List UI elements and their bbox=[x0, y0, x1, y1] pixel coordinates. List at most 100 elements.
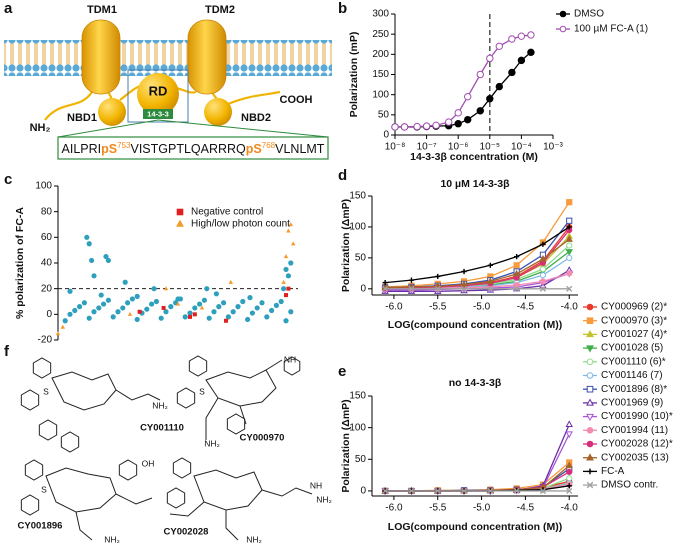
marker bbox=[81, 300, 87, 306]
ring bbox=[176, 387, 196, 409]
marker bbox=[464, 115, 472, 124]
legend-label: DMSO bbox=[574, 9, 604, 20]
marker bbox=[110, 314, 116, 320]
legend-marker bbox=[586, 427, 594, 434]
chart-title: no 14-3-3β bbox=[449, 377, 502, 389]
marker bbox=[144, 306, 150, 312]
marker bbox=[487, 487, 494, 495]
series-line bbox=[385, 424, 570, 492]
ring bbox=[118, 459, 138, 481]
marker bbox=[286, 228, 291, 233]
x-tick-label: 10⁻⁸ bbox=[385, 142, 406, 153]
nbd2-domain bbox=[204, 98, 232, 126]
bond bbox=[169, 501, 205, 517]
marker bbox=[408, 487, 415, 495]
y-tick-label: 150 bbox=[349, 391, 366, 402]
legend-marker bbox=[586, 303, 594, 311]
marker bbox=[224, 318, 228, 323]
marker bbox=[382, 285, 389, 292]
bond bbox=[265, 359, 283, 371]
marker bbox=[175, 296, 181, 302]
sequence-part: VLNLMT bbox=[275, 142, 325, 156]
marker bbox=[211, 309, 217, 315]
marker bbox=[565, 420, 573, 428]
bond bbox=[239, 405, 247, 425]
legend-marker bbox=[176, 219, 184, 227]
marker bbox=[206, 315, 212, 321]
atom-label: S bbox=[199, 386, 205, 396]
legend-label: Negative control bbox=[191, 207, 263, 218]
marker bbox=[175, 301, 181, 306]
legend-label: CY001028 (5) bbox=[601, 343, 663, 354]
marker bbox=[201, 297, 207, 303]
marker bbox=[225, 314, 231, 320]
marker bbox=[461, 268, 467, 275]
marker bbox=[566, 254, 573, 261]
marker bbox=[413, 122, 421, 131]
legend-marker bbox=[586, 330, 594, 338]
marker bbox=[460, 280, 468, 288]
sequence-box bbox=[57, 136, 329, 160]
marker bbox=[84, 234, 90, 240]
marker bbox=[187, 310, 193, 316]
panel-label: b bbox=[338, 0, 347, 17]
x-tick-label: -4.5 bbox=[517, 503, 535, 514]
atom-label: NH₂ bbox=[316, 494, 332, 504]
bond bbox=[225, 510, 239, 541]
y-tick-label: 100 bbox=[35, 181, 52, 192]
marker bbox=[197, 301, 203, 307]
ring bbox=[20, 494, 40, 516]
marker bbox=[408, 277, 415, 283]
y-tick-label: -20 bbox=[38, 335, 53, 346]
marker bbox=[432, 121, 440, 130]
marker bbox=[103, 253, 109, 260]
legend-label: CY001990 (10)* bbox=[601, 411, 673, 422]
marker bbox=[129, 296, 135, 302]
y-tick-label: 100 bbox=[372, 89, 389, 100]
marker bbox=[539, 254, 547, 262]
marker bbox=[566, 270, 573, 277]
legend-marker bbox=[586, 481, 594, 489]
x-tick-label: 10⁻⁷ bbox=[417, 142, 437, 153]
marker bbox=[188, 314, 192, 319]
marker bbox=[163, 286, 169, 291]
legend-marker bbox=[586, 385, 594, 393]
marker bbox=[67, 288, 73, 294]
y-tick-label: 50 bbox=[355, 454, 367, 465]
marker bbox=[476, 107, 484, 115]
marker bbox=[91, 273, 97, 279]
rd-box bbox=[127, 69, 189, 123]
legend-marker bbox=[586, 453, 594, 461]
marker bbox=[122, 279, 128, 285]
marker bbox=[513, 487, 520, 495]
marker bbox=[62, 318, 68, 324]
marker bbox=[476, 70, 484, 79]
marker bbox=[539, 272, 547, 279]
marker bbox=[228, 279, 233, 284]
panel-label: e bbox=[338, 363, 346, 380]
marker bbox=[77, 304, 83, 310]
y-tick-label: 250 bbox=[372, 29, 389, 40]
marker bbox=[464, 92, 472, 101]
bond bbox=[115, 493, 153, 505]
marker bbox=[96, 305, 102, 311]
chart-title: 10 µM 14-3-3β bbox=[440, 178, 510, 190]
marker bbox=[513, 285, 520, 292]
zoom-lines bbox=[57, 119, 329, 138]
marker bbox=[460, 487, 468, 495]
marker bbox=[566, 242, 573, 249]
marker bbox=[216, 304, 222, 310]
legend-label: CY001027 (4)* bbox=[601, 329, 667, 340]
marker bbox=[168, 304, 174, 310]
legend-label: CY001969 (9) bbox=[601, 398, 663, 409]
marker bbox=[285, 273, 291, 279]
marker bbox=[286, 286, 291, 291]
nbd1-label: NBD1 bbox=[67, 112, 97, 124]
nbd2-label: NBD2 bbox=[241, 112, 271, 124]
marker bbox=[134, 293, 140, 299]
legend-marker bbox=[559, 25, 567, 33]
macrocycle bbox=[193, 469, 263, 511]
atom-label: NH₂ bbox=[246, 534, 262, 544]
marker bbox=[566, 483, 572, 489]
panel-label: c bbox=[4, 171, 12, 188]
